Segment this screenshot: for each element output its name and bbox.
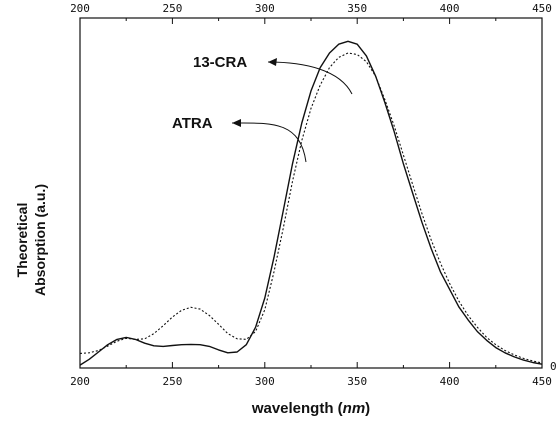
plot-frame xyxy=(79,17,543,369)
bottom-x-axis: 200 250 300 350 400 450 xyxy=(70,362,552,388)
top-tick-label: 300 xyxy=(255,2,275,15)
top-x-axis: 200 250 300 350 400 450 xyxy=(70,2,552,24)
x-axis-title: wavelength (nm) xyxy=(251,400,370,417)
top-tick-label: 250 xyxy=(162,2,182,15)
arrow-13-cra xyxy=(267,61,353,95)
x-axis-title-unit: nm xyxy=(343,400,366,417)
series-line-13-cra xyxy=(79,40,543,366)
top-tick-label: 450 xyxy=(532,2,552,15)
top-tick-label: 200 xyxy=(70,2,90,15)
y-axis-title-line1: Theoretical xyxy=(14,203,30,278)
series-line-atra xyxy=(79,52,543,364)
annotations: 13-CRA ATRA xyxy=(172,54,353,163)
arrow-atra xyxy=(231,122,307,163)
y-axis-title-line2: Absorption (a.u.) xyxy=(32,184,48,296)
series-lines xyxy=(79,40,543,366)
annotation-atra: ATRA xyxy=(172,115,213,132)
top-tick-label: 400 xyxy=(440,2,460,15)
x-tick-label: 250 xyxy=(162,375,182,388)
x-tick-label: 200 xyxy=(70,375,90,388)
x-tick-label: 450 xyxy=(532,375,552,388)
x-axis-title-end: ) xyxy=(365,400,370,417)
x-tick-label: 300 xyxy=(255,375,275,388)
x-tick-label: 350 xyxy=(347,375,367,388)
x-tick-label: 400 xyxy=(440,375,460,388)
arrowhead-13-cra xyxy=(268,58,277,66)
arrowhead-atra xyxy=(232,119,241,127)
top-tick-label: 350 xyxy=(347,2,367,15)
x-axis-title-start: wavelength ( xyxy=(251,400,343,417)
right-axis-zero-label: 0 xyxy=(550,360,557,373)
annotation-13-cra: 13-CRA xyxy=(193,54,247,71)
